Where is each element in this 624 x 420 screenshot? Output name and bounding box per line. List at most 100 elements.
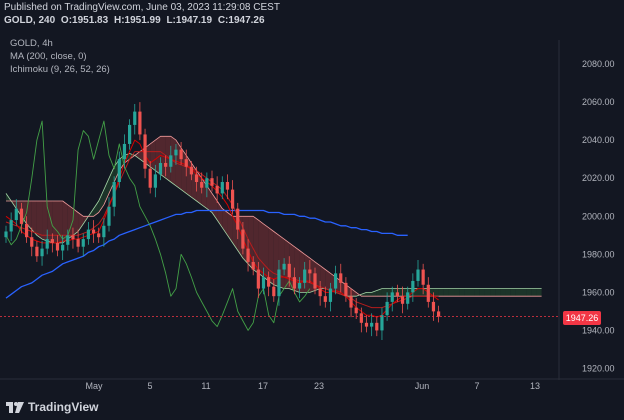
candle-body [102, 225, 106, 238]
logo-text: TradingView [28, 400, 99, 414]
legend-ichimoku[interactable]: Ichimoku (9, 26, 52, 26) [10, 64, 110, 75]
candle-body [334, 273, 338, 289]
candle-body [390, 292, 394, 302]
open-value: O:1951.83 [60, 15, 109, 26]
candle-body [179, 149, 183, 160]
candle-body [426, 284, 430, 302]
candle-body [292, 277, 296, 289]
candle-body [71, 235, 75, 240]
candle-body [406, 292, 410, 304]
cloud-segment [206, 185, 212, 213]
cloud-segment [253, 216, 259, 274]
time-tick-label: 23 [314, 381, 324, 391]
candle-body [411, 280, 415, 293]
candle-body [318, 288, 322, 297]
candle-body [97, 233, 101, 238]
cloud-segment [325, 269, 331, 291]
price-tick-label: 2000.00 [582, 211, 615, 221]
candle-body [256, 269, 260, 289]
candle-body [55, 242, 60, 251]
price-tick-label: 1960.00 [582, 287, 615, 297]
candle-body [45, 239, 49, 249]
candle-body [339, 273, 343, 283]
cloud-segment [510, 288, 516, 297]
candle-body [164, 162, 168, 167]
cloud-segment [222, 208, 228, 236]
candle-body [9, 220, 13, 232]
candle-body [112, 182, 116, 207]
legend-ma[interactable]: MA (200, close, 0) [10, 51, 87, 62]
candle-body [25, 223, 29, 238]
candle-body [194, 174, 199, 183]
cloud-segment [526, 288, 532, 297]
cloud-segment [150, 140, 156, 171]
candle-body [225, 182, 230, 190]
candle-body [359, 313, 363, 323]
candle-body [50, 239, 54, 243]
candle-body [303, 269, 307, 283]
cloud-segment [531, 288, 537, 297]
candle-body [169, 155, 173, 167]
candle-body [35, 246, 39, 257]
candle-body [61, 244, 65, 251]
cloud-segment [474, 288, 480, 297]
candle-body [246, 248, 250, 262]
time-tick-label: 17 [258, 381, 268, 391]
price-axis[interactable]: 1920.00 1940.00 1960.00 1980.00 2000.00 2020.… [582, 59, 615, 373]
cloud-segment [93, 201, 99, 217]
candle-body [297, 282, 302, 289]
cloud-segment [479, 288, 485, 297]
cloud-segment [418, 288, 424, 297]
candle-body [400, 296, 405, 304]
candle-body [277, 269, 281, 297]
cloud-segment [78, 212, 84, 232]
candle-body [395, 292, 399, 297]
senkou-b-line [6, 135, 542, 297]
time-tick-label: 5 [147, 381, 152, 391]
time-tick-label: May [85, 381, 103, 391]
candle-body [4, 231, 8, 238]
price-tick-label: 1940.00 [582, 325, 615, 335]
candle-body [375, 322, 379, 331]
candle-body [30, 237, 34, 247]
cloud-segment [21, 201, 27, 224]
candle-body [205, 178, 209, 188]
candle-body [133, 111, 137, 125]
candle-body [308, 269, 312, 274]
cloud-segment [443, 288, 449, 297]
candle-body [138, 111, 142, 135]
cloud-segment [212, 193, 218, 221]
time-tick-label: 7 [474, 381, 479, 391]
tradingview-logo-icon [6, 401, 24, 413]
candle-body [19, 208, 24, 224]
tradingview-logo[interactable]: TradingView [6, 400, 98, 414]
chart-legend: GOLD, 4h MA (200, close, 0) Ichimoku (9,… [10, 37, 110, 76]
cloud-segment [361, 292, 367, 297]
cloud-segment [268, 227, 274, 285]
cloud-segment [62, 201, 68, 243]
price-tick-label: 2080.00 [582, 59, 615, 69]
symbol-label: GOLD, 240 [4, 15, 56, 26]
cloud-segment [320, 265, 326, 289]
candle-body [231, 189, 235, 209]
candle-body [323, 296, 327, 302]
time-tick-label: Jun [415, 381, 430, 391]
time-axis[interactable]: May 5 11 17 23 Jun 7 13 [85, 381, 540, 391]
cloud-segment [36, 201, 43, 240]
cloud-segment [366, 292, 372, 297]
price-tick-label: 2040.00 [582, 135, 615, 145]
symbol-ohlc-row: GOLD, 240 O:1951.83 H:1951.99 L:1947.19 … [4, 15, 268, 26]
cloud-segment [376, 288, 382, 297]
cloud-segment [165, 136, 171, 183]
cloud-segment [351, 288, 357, 297]
candle-body [14, 208, 18, 221]
cloud-segment [98, 189, 104, 213]
candle-body [431, 301, 436, 312]
candle-body [236, 208, 240, 230]
cloud-segment [484, 288, 491, 297]
legend-title[interactable]: GOLD, 4h [10, 38, 53, 49]
candlesticks [4, 102, 441, 340]
candle-body [174, 149, 178, 156]
candle-body [184, 159, 188, 167]
